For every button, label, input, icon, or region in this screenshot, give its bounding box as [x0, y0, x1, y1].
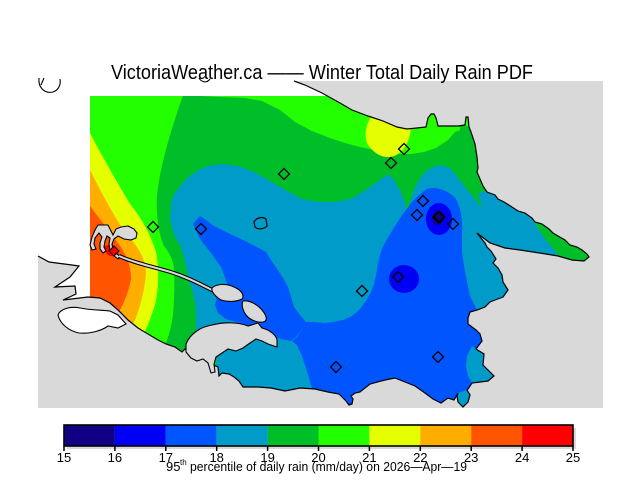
svg-text:24: 24	[515, 450, 529, 465]
svg-text:19: 19	[260, 450, 274, 465]
svg-text:22: 22	[413, 450, 427, 465]
svg-text:th: th	[180, 458, 187, 467]
svg-text:15: 15	[57, 450, 71, 465]
svg-text:16: 16	[108, 450, 122, 465]
svg-text:18: 18	[209, 450, 223, 465]
svg-text:21: 21	[362, 450, 376, 465]
svg-text:95: 95	[166, 459, 180, 474]
svg-text:VictoriaWeather.ca —— Winter T: VictoriaWeather.ca —— Winter Total Daily…	[111, 62, 533, 84]
svg-text:17: 17	[159, 450, 173, 465]
svg-text:20: 20	[311, 450, 325, 465]
svg-text:23: 23	[464, 450, 478, 465]
svg-text:percentile of daily rain (mm/d: percentile of daily rain (mm/day) on 202…	[190, 459, 467, 474]
svg-text:25: 25	[566, 450, 580, 465]
